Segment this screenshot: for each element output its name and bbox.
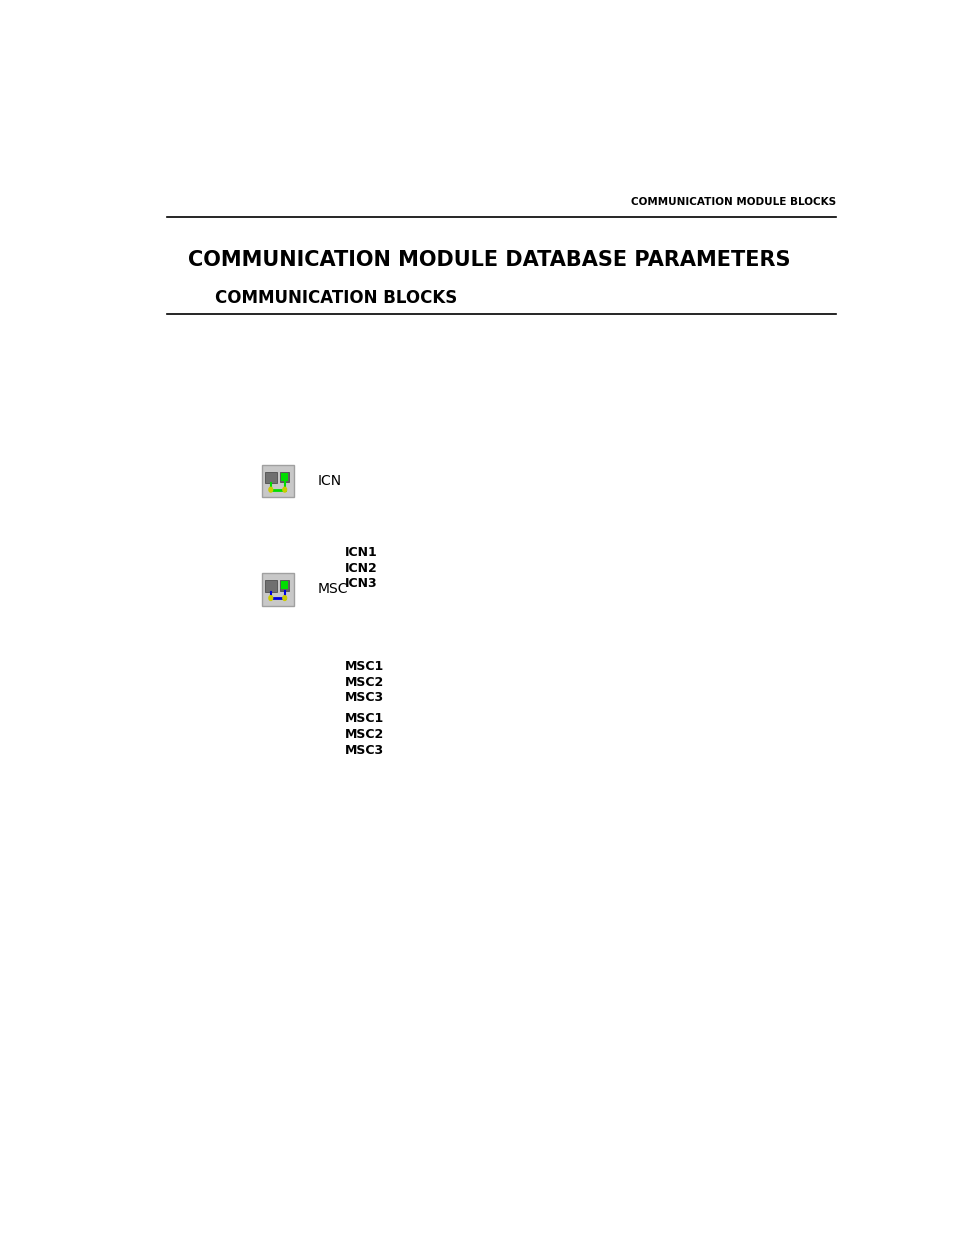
Text: ICN: ICN — [317, 474, 341, 488]
FancyBboxPatch shape — [262, 464, 294, 498]
Text: COMMUNICATION BLOCKS: COMMUNICATION BLOCKS — [215, 289, 457, 308]
Text: MSC2: MSC2 — [344, 727, 384, 741]
Text: ICN1: ICN1 — [344, 546, 377, 559]
Text: COMMUNICATION MODULE BLOCKS: COMMUNICATION MODULE BLOCKS — [631, 198, 836, 207]
FancyBboxPatch shape — [262, 573, 294, 606]
Text: COMMUNICATION MODULE DATABASE PARAMETERS: COMMUNICATION MODULE DATABASE PARAMETERS — [188, 251, 789, 270]
Bar — [264, 580, 276, 592]
Text: ICN3: ICN3 — [344, 577, 377, 590]
Bar — [280, 472, 289, 482]
Circle shape — [282, 595, 286, 600]
Text: MSC3: MSC3 — [344, 692, 383, 704]
Bar — [264, 472, 276, 483]
Text: MSC3: MSC3 — [344, 743, 383, 757]
Bar — [281, 473, 288, 480]
Text: ICN2: ICN2 — [344, 562, 377, 574]
Text: MSC1: MSC1 — [344, 659, 384, 673]
Text: MSC2: MSC2 — [344, 676, 384, 689]
Text: MSC: MSC — [317, 583, 348, 597]
Circle shape — [269, 595, 273, 600]
Text: MSC1: MSC1 — [344, 713, 384, 725]
Circle shape — [269, 488, 273, 492]
Bar — [281, 582, 288, 589]
Circle shape — [282, 488, 286, 492]
Bar — [280, 580, 289, 590]
